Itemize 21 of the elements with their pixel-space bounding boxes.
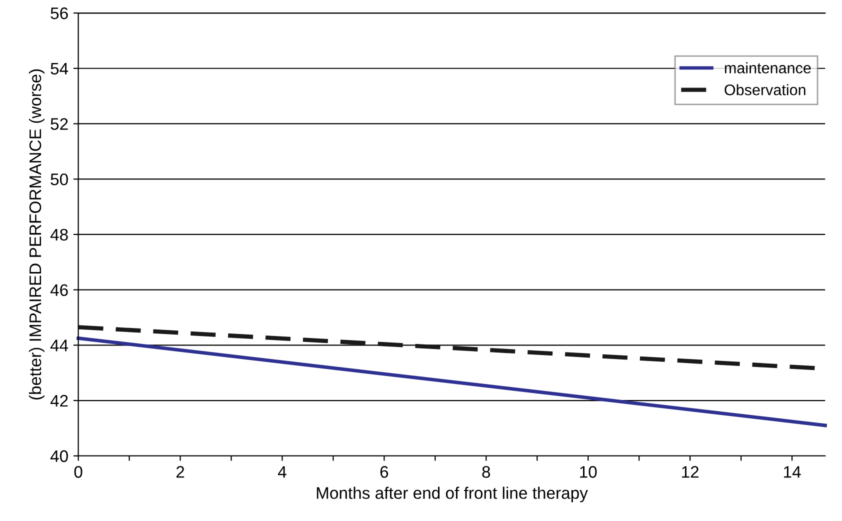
x-axis-title: Months after end of front line therapy	[316, 486, 588, 502]
y-tick-label: 40	[50, 450, 68, 462]
y-tick-label: 50	[50, 173, 68, 186]
x-tick-label: 6	[380, 466, 388, 478]
legend-label: Observation	[724, 84, 806, 96]
y-tick-label: 48	[50, 228, 68, 241]
x-tick-label: 8	[482, 466, 490, 478]
y-tick-label: 42	[50, 394, 68, 407]
legend-label: maintenance	[724, 62, 811, 74]
y-tick-label: 54	[50, 62, 68, 75]
x-tick-label: 2	[176, 466, 184, 478]
x-tick-label: 10	[580, 466, 597, 478]
y-tick-label: 44	[50, 340, 68, 352]
y-tick-label: 56	[50, 7, 68, 20]
x-tick-label: 0	[74, 466, 82, 478]
y-tick-label: 52	[50, 118, 68, 130]
x-tick-label: 4	[278, 466, 286, 478]
y-axis-title: (better) IMPAIRED PERFORMANCE (worse)	[28, 69, 44, 400]
x-tick-label: 14	[784, 466, 801, 478]
y-tick-label: 46	[50, 284, 68, 296]
x-tick-label: 12	[682, 466, 698, 478]
